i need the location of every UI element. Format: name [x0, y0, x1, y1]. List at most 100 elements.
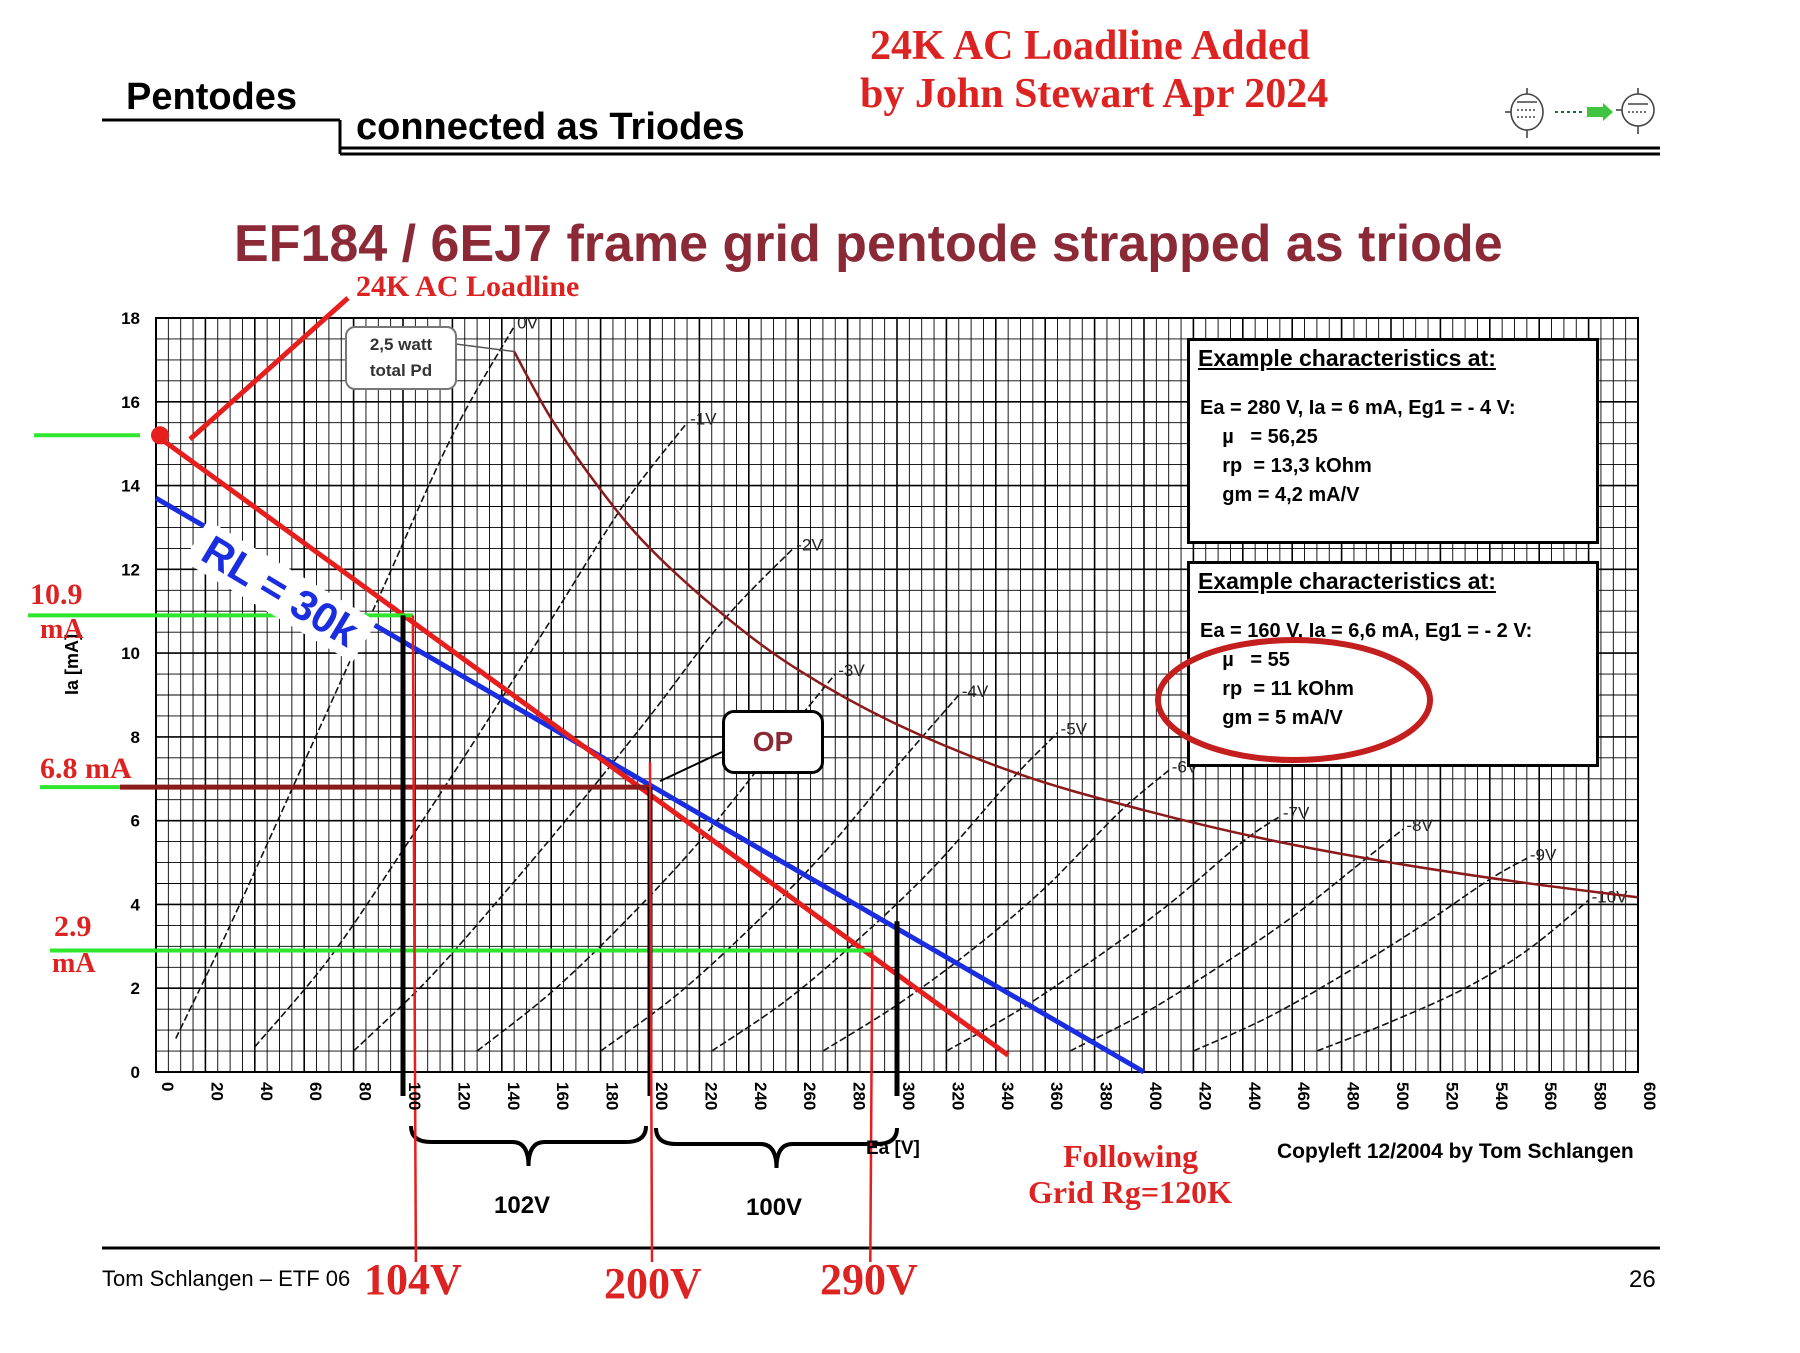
chart-title: EF184 / 6EJ7 frame grid pentode strapped… [234, 215, 1503, 273]
chart-ticks: 0 20 40 60 80 100 120 140 160 180 200 220 240 260 280 3… [121, 309, 1659, 1110]
box2-line: rp = 11 kOhm [1200, 678, 1354, 700]
op-callout: OP [722, 710, 824, 774]
x-tick-label: 460 [1294, 1082, 1313, 1110]
grid-bias-curve [600, 694, 960, 1052]
x-tick-label: 580 [1591, 1082, 1610, 1110]
x-tick-label: 140 [504, 1082, 523, 1110]
copyright: Copyleft 12/2004 by Tom Schlangen [1277, 1140, 1634, 1163]
x-tick-label: 40 [257, 1082, 276, 1101]
ia-high-value: 10.9 [30, 578, 83, 611]
x-tick-label: 560 [1541, 1082, 1560, 1110]
following-grid-line1: Following [1063, 1138, 1199, 1174]
box2-header: Example characteristics at: [1198, 568, 1496, 594]
y-tick-label: 0 [131, 1063, 140, 1082]
annotation-line1: 24K AC Loadline Added [870, 23, 1310, 69]
curve-label: 0V [517, 313, 538, 332]
x-tick-label: 80 [356, 1082, 375, 1101]
y-tick-label: 2 [131, 979, 140, 998]
characteristics-box-2: Example characteristics at: Ea = 160 V, … [1187, 561, 1599, 767]
x-tick-label: 60 [306, 1082, 325, 1101]
x-tick-label: 200 [652, 1082, 671, 1110]
annotation-line2: by John Stewart Apr 2024 [860, 71, 1329, 117]
x-tick-label: 400 [1146, 1082, 1165, 1110]
y-tick-label: 4 [131, 895, 141, 914]
grid-bias-curve [353, 547, 794, 1052]
x-tick-label: 500 [1393, 1082, 1412, 1110]
voltage-bracket [409, 1125, 648, 1167]
box1-header: Example characteristics at: [1198, 345, 1496, 371]
x-tick-label: 480 [1344, 1082, 1363, 1110]
voltage-guide-red [411, 615, 418, 1263]
ia-high-unit: mA [40, 614, 84, 645]
x-tick-label: 220 [701, 1082, 720, 1110]
x-tick-label: 380 [1097, 1082, 1116, 1110]
box1-line: rp = 13,3 kOhm [1200, 455, 1372, 477]
y-tick-label: 10 [121, 644, 140, 663]
header-left-subtitle: connected as Triodes [356, 106, 745, 148]
voltage-guide-red [648, 762, 654, 1263]
y-tick-label: 12 [121, 560, 140, 579]
x-tick-label: 420 [1195, 1082, 1214, 1110]
x-tick-label: 280 [850, 1082, 869, 1110]
box1-line: Ea = 280 V, Ia = 6 mA, Eg1 = - 4 V: [1200, 397, 1516, 419]
x-tick-label: 360 [1047, 1082, 1066, 1110]
x-tick-label: 320 [948, 1082, 967, 1110]
bottom-voltage-200: 200V [604, 1259, 702, 1308]
grid-bias-curve [254, 422, 688, 1048]
box2-line: µ = 55 [1200, 649, 1290, 671]
bottom-voltage-290: 290V [820, 1255, 918, 1304]
box2-line: gm = 5 mA/V [1200, 707, 1343, 729]
y-tick-label: 6 [131, 812, 140, 831]
grid-bias-curve [175, 325, 515, 1039]
bottom-voltage-104: 104V [364, 1255, 462, 1304]
header-left-title: Pentodes [126, 76, 298, 118]
power-callout: 2,5 watt total Pd [345, 326, 457, 390]
following-grid-line2: Grid Rg=120K [1028, 1174, 1233, 1210]
x-tick-label: 0 [158, 1082, 177, 1091]
x-axis-label: Ea [V] [866, 1138, 920, 1159]
curve-label: -10V [1592, 887, 1629, 906]
voltage-bracket [654, 1127, 899, 1169]
curve-label: -4V [962, 682, 989, 701]
x-tick-label: 600 [1640, 1082, 1659, 1110]
grid-bias-curve [822, 769, 1170, 1052]
y-tick-label: 16 [121, 393, 140, 412]
grid-bias-curve [946, 815, 1281, 1052]
pentode-to-triode-icon [1505, 88, 1655, 138]
curve-label: -7V [1283, 803, 1310, 822]
characteristics-box-1: Example characteristics at: Ea = 280 V, … [1187, 338, 1599, 544]
x-tick-label: 120 [454, 1082, 473, 1110]
curve-label: -2V [796, 535, 823, 554]
box1-line: gm = 4,2 mA/V [1200, 484, 1360, 506]
curve-label: -5V [1061, 720, 1088, 739]
chart-curves: 0V-1V-2V-3V-4V-5V-6V-7V-8V-9V-10V [175, 313, 1639, 1052]
x-tick-label: 340 [998, 1082, 1017, 1110]
y-tick-label: 18 [121, 309, 140, 328]
bracket-label-2: 100V [746, 1194, 803, 1221]
ia-low-unit: mA [52, 948, 96, 979]
ia-low-value: 2.9 [54, 910, 92, 943]
curve-label: -1V [690, 410, 717, 429]
ac-loadline-label: 24K AC Loadline [356, 270, 580, 303]
x-tick-label: 440 [1245, 1082, 1264, 1110]
curve-label: -8V [1406, 816, 1433, 835]
grid-bias-curve [711, 732, 1059, 1052]
y-tick-label: 14 [121, 477, 140, 496]
curve-label: -9V [1530, 845, 1557, 864]
bracket-label-1: 102V [494, 1192, 551, 1219]
curve-label: -3V [838, 661, 865, 680]
x-tick-label: 180 [603, 1082, 622, 1110]
x-tick-label: 240 [751, 1082, 770, 1110]
max-dissipation-curve [513, 350, 1639, 899]
page-number: 26 [1629, 1266, 1656, 1293]
highlight-ellipse [1155, 637, 1433, 763]
x-tick-label: 300 [899, 1082, 918, 1110]
op-pointer [659, 751, 723, 783]
y-tick-label: 8 [131, 728, 140, 747]
ac-loadline-leader [188, 296, 350, 442]
x-tick-label: 520 [1442, 1082, 1461, 1110]
x-tick-label: 20 [207, 1082, 226, 1101]
x-tick-label: 160 [553, 1082, 572, 1110]
